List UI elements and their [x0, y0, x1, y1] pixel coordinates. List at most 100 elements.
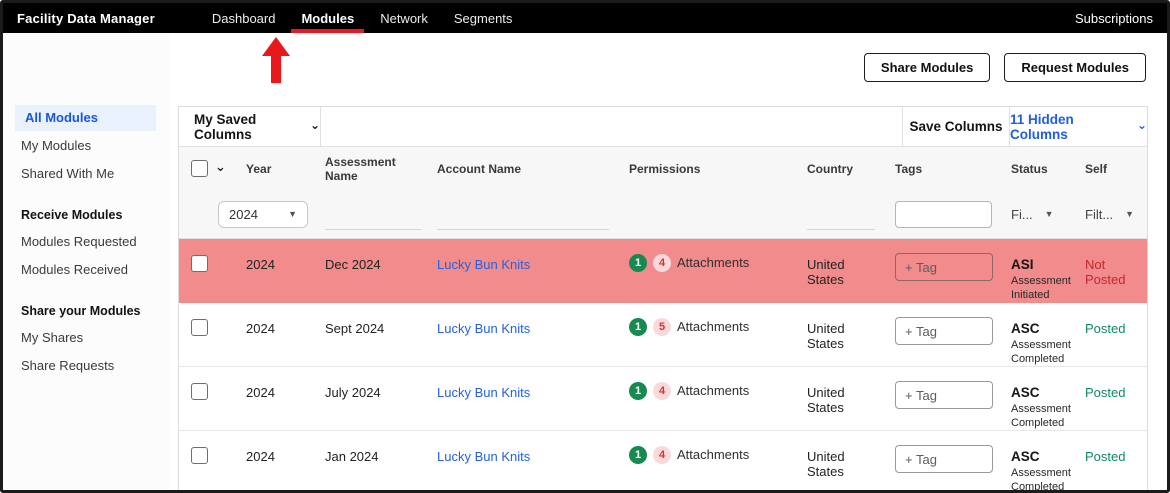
share-modules-button[interactable]: Share Modules — [863, 53, 991, 82]
permissions-pink-badge: 4 — [653, 382, 671, 400]
status-code: ASC — [1011, 385, 1040, 400]
account-name-link[interactable]: Lucky Bun Knits — [437, 321, 531, 336]
select-menu-chevron-icon[interactable]: ⌄ — [215, 158, 226, 174]
add-tag-input[interactable] — [895, 381, 993, 409]
row-checkbox[interactable] — [191, 383, 208, 400]
status-label: Assessment Completed — [1011, 403, 1071, 430]
status-filter-select[interactable]: Fi... ▼ — [1011, 207, 1054, 222]
add-tag-input[interactable] — [895, 317, 993, 345]
account-name-link[interactable]: Lucky Bun Knits — [437, 257, 531, 272]
tags-filter-input[interactable] — [895, 200, 992, 228]
cell-year: 2024 — [246, 449, 275, 464]
status-code: ASC — [1011, 449, 1040, 464]
cell-assessment-name: Dec 2024 — [325, 257, 381, 272]
cell-country: United States — [807, 321, 845, 351]
column-header-year: Year — [246, 161, 272, 176]
self-status: Not Posted — [1085, 257, 1126, 287]
sidebar: All Modules My Modules Shared With Me Re… — [3, 33, 169, 490]
nav-modules[interactable]: Modules — [288, 3, 367, 33]
sidebar-item-shared-with-me[interactable]: Shared With Me — [21, 166, 115, 181]
attachments-label[interactable]: Attachments — [677, 319, 750, 334]
account-name-link[interactable]: Lucky Bun Knits — [437, 449, 531, 464]
status-label: Assessment Completed — [1011, 339, 1071, 366]
status-label: Assessment Completed — [1011, 467, 1071, 493]
hidden-columns-label: 11 Hidden Columns — [1010, 111, 1074, 142]
row-checkbox[interactable] — [191, 447, 208, 464]
add-tag-input[interactable] — [895, 445, 993, 473]
active-tab-underline — [291, 29, 365, 33]
sidebar-header-receive-modules: Receive Modules — [21, 208, 123, 222]
cell-year: 2024 — [246, 257, 275, 272]
attachments-label[interactable]: Attachments — [677, 383, 750, 398]
column-header-country: Country — [807, 161, 853, 176]
table-toolbar: My Saved Columns ⌄ Save Columns 11 Hidde… — [179, 107, 1147, 147]
cell-country: United States — [807, 257, 845, 287]
sidebar-header-share-your-modules: Share your Modules — [21, 304, 141, 318]
attachments-label[interactable]: Attachments — [677, 255, 750, 270]
year-filter-select[interactable]: 2024 ▼ — [218, 200, 308, 228]
permissions-pink-badge: 4 — [653, 446, 671, 464]
table-row: 2024 July 2024 Lucky Bun Knits 1 4 Attac… — [179, 367, 1147, 431]
cell-country: United States — [807, 385, 845, 415]
row-checkbox[interactable] — [191, 319, 208, 336]
cell-assessment-name: Jan 2024 — [325, 449, 379, 464]
saved-columns-label: My Saved Columns — [194, 111, 257, 142]
self-status: Posted — [1085, 385, 1126, 400]
table-filter-row: 2024 ▼ Fi.. — [179, 190, 1147, 239]
column-header-tags: Tags — [895, 161, 923, 176]
column-header-status: Status — [1011, 161, 1048, 176]
self-status: Posted — [1085, 449, 1126, 464]
account-name-link[interactable]: Lucky Bun Knits — [437, 385, 531, 400]
sidebar-item-all-modules[interactable]: All Modules — [15, 105, 156, 131]
cell-year: 2024 — [246, 321, 275, 336]
nav-subscriptions[interactable]: Subscriptions — [1074, 10, 1153, 26]
self-status: Posted — [1085, 321, 1126, 336]
permissions-pink-badge: 5 — [653, 318, 671, 336]
table-row: 2024 Sept 2024 Lucky Bun Knits 1 5 Attac… — [179, 303, 1147, 367]
dropdown-arrow-icon: ▼ — [288, 209, 297, 219]
main-nav: Dashboard Modules Network Segments — [199, 3, 526, 33]
table-row: 2024 Dec 2024 Lucky Bun Knits 1 4 Attach… — [179, 239, 1147, 303]
add-tag-input[interactable] — [895, 253, 993, 281]
status-code: ASI — [1011, 257, 1034, 272]
status-label: Assessment Initiated — [1011, 275, 1071, 302]
self-filter-select[interactable]: Filt... ▼ — [1085, 207, 1134, 222]
saved-columns-dropdown[interactable]: My Saved Columns ⌄ — [179, 107, 321, 146]
top-navbar: Facility Data Manager Dashboard Modules … — [3, 3, 1167, 33]
save-columns-button[interactable]: Save Columns — [902, 107, 1009, 146]
sidebar-item-modules-received[interactable]: Modules Received — [21, 262, 128, 277]
chevron-down-icon: ⌄ — [1136, 117, 1147, 132]
account-name-filter-input[interactable] — [437, 206, 609, 230]
toolbar-spacer — [321, 107, 902, 146]
cell-year: 2024 — [246, 385, 275, 400]
permissions-green-badge: 1 — [629, 254, 647, 272]
table-header-row: ⌄ Year Assessment Name Account Name Perm… — [179, 147, 1147, 190]
country-filter-input[interactable] — [807, 206, 875, 230]
select-all-checkbox[interactable] — [191, 160, 208, 177]
hidden-columns-dropdown[interactable]: 11 Hidden Columns ⌄ — [1009, 107, 1147, 146]
page-actions: Share Modules Request Modules — [863, 53, 1146, 82]
status-code: ASC — [1011, 321, 1040, 336]
status-filter-value: Fi... — [1011, 206, 1033, 222]
app-title: Facility Data Manager — [17, 10, 155, 26]
dropdown-arrow-icon: ▼ — [1125, 209, 1135, 219]
sidebar-item-share-requests[interactable]: Share Requests — [21, 358, 115, 373]
attachments-label[interactable]: Attachments — [677, 447, 750, 462]
nav-network[interactable]: Network — [380, 10, 428, 26]
sidebar-item-my-modules[interactable]: My Modules — [21, 138, 92, 153]
column-header-account-name: Account Name — [437, 161, 522, 176]
column-header-permissions: Permissions — [629, 161, 701, 176]
nav-dashboard[interactable]: Dashboard — [211, 10, 276, 26]
modules-table: My Saved Columns ⌄ Save Columns 11 Hidde… — [178, 106, 1148, 493]
column-header-self: Self — [1085, 161, 1108, 176]
row-checkbox[interactable] — [191, 255, 208, 272]
assessment-name-filter-input[interactable] — [325, 206, 421, 230]
year-filter-value: 2024 — [229, 206, 258, 222]
sidebar-item-my-shares[interactable]: My Shares — [21, 330, 84, 345]
chevron-down-icon: ⌄ — [309, 117, 320, 132]
sidebar-item-modules-requested[interactable]: Modules Requested — [21, 234, 137, 249]
page-body: All Modules My Modules Shared With Me Re… — [3, 33, 1167, 490]
request-modules-button[interactable]: Request Modules — [1004, 53, 1146, 82]
nav-segments[interactable]: Segments — [453, 10, 513, 26]
